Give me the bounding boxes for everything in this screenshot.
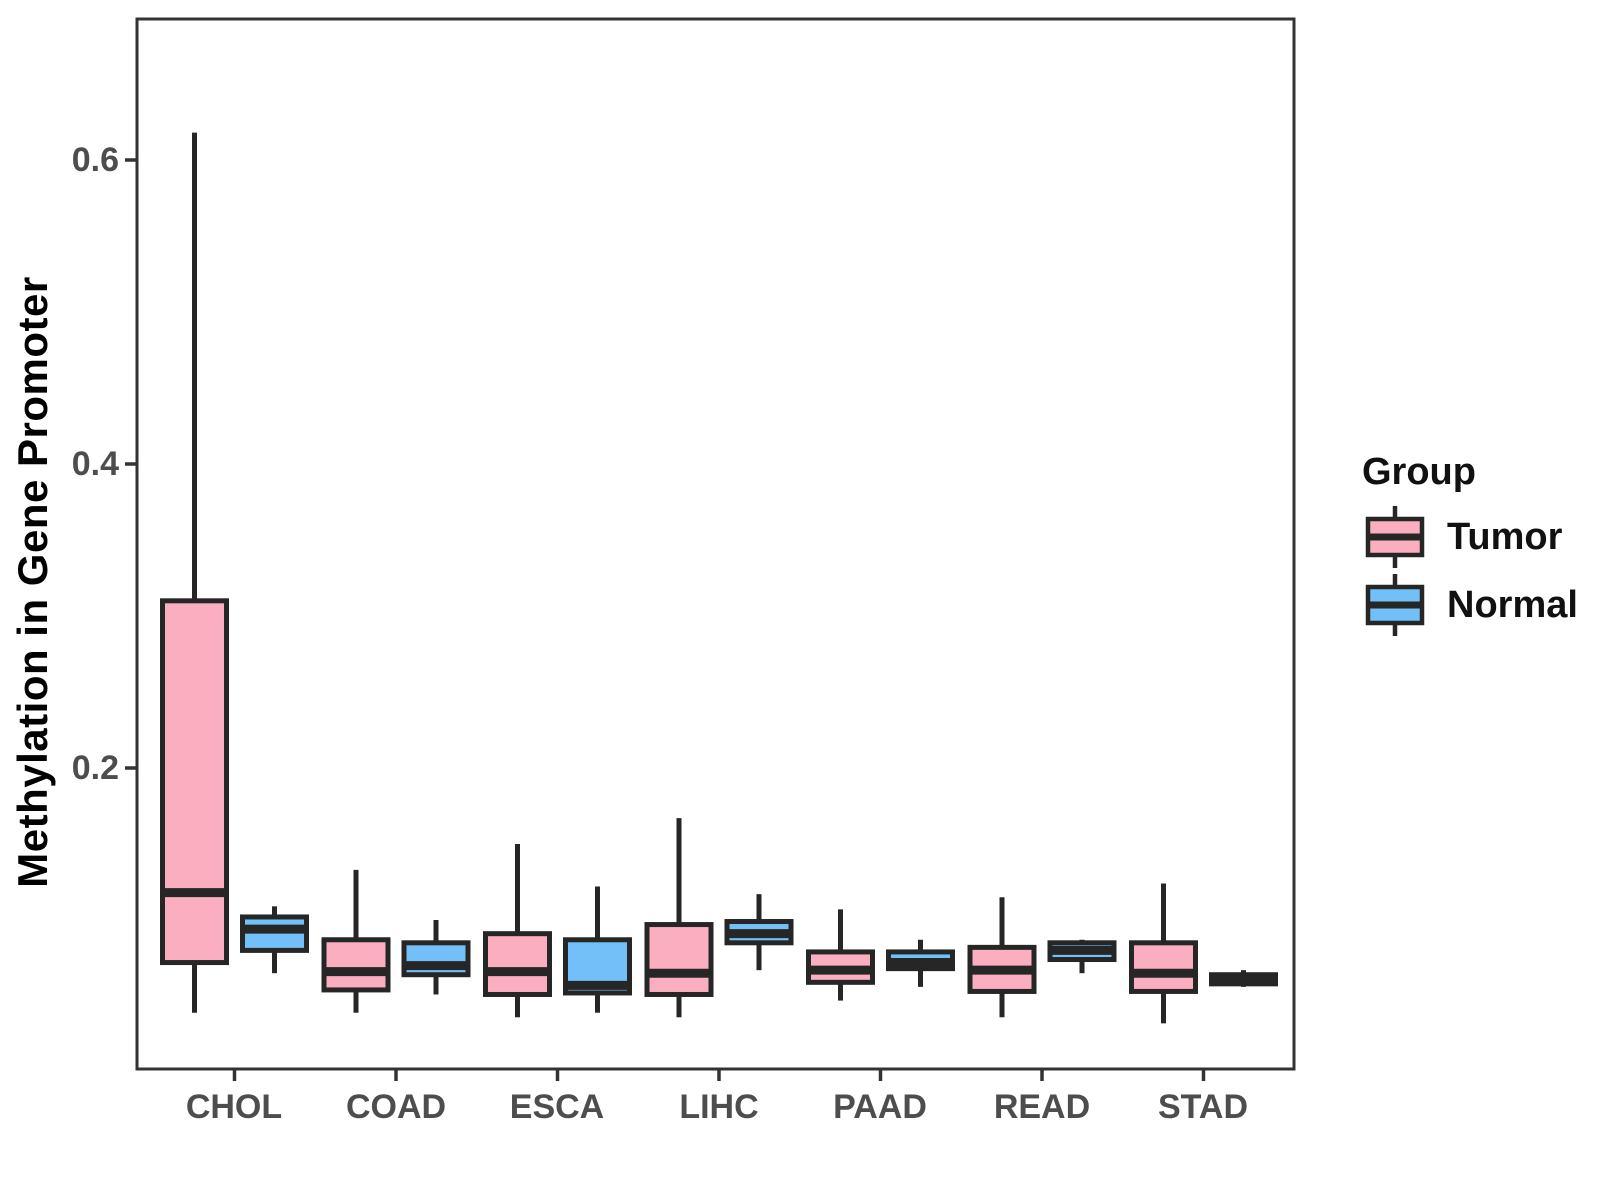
box-tumor-stad xyxy=(1129,940,1198,994)
box-tumor-lihc xyxy=(644,922,714,997)
x-tick-label-chol: CHOL xyxy=(185,1088,283,1126)
legend-title: Group xyxy=(1362,451,1476,493)
y-axis-title: Methylation in Gene Promoter xyxy=(9,276,56,888)
panel-border xyxy=(135,17,1296,1071)
x-tick-label-read: READ xyxy=(993,1088,1091,1126)
legend-label-normal: Normal xyxy=(1447,584,1578,626)
box-normal-chol xyxy=(240,914,309,953)
x-tick-label-stad: STAD xyxy=(1157,1088,1249,1126)
y-tick-label-04: 0.4 xyxy=(71,445,119,483)
y-tick-label-06: 0.6 xyxy=(71,141,119,179)
legend-label-tumor: Tumor xyxy=(1447,516,1563,558)
y-tick-label-02: 0.2 xyxy=(71,749,119,787)
box-tumor-coad xyxy=(321,937,391,993)
x-tick-label-lihc: LIHC xyxy=(679,1088,759,1126)
x-tick-label-coad: COAD xyxy=(345,1088,447,1126)
x-tick-label-esca: ESCA xyxy=(509,1088,605,1126)
x-tick-label-paad: PAAD xyxy=(833,1088,927,1126)
box-tumor-esca xyxy=(483,931,552,997)
box-tumor-chol xyxy=(160,598,229,966)
